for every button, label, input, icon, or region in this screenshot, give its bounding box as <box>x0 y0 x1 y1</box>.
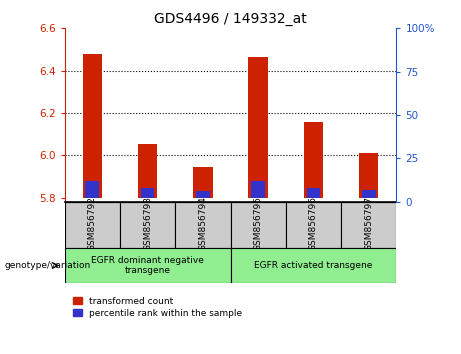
Bar <box>138 144 157 198</box>
Text: GSM856795: GSM856795 <box>254 196 263 251</box>
Bar <box>65 202 120 248</box>
Bar <box>286 202 341 248</box>
Text: GDS4496 / 149332_at: GDS4496 / 149332_at <box>154 12 307 27</box>
Bar <box>359 153 378 198</box>
Text: genotype/variation: genotype/variation <box>5 261 91 270</box>
Bar <box>251 181 265 198</box>
Bar <box>304 122 323 198</box>
Bar <box>341 202 396 248</box>
Bar <box>83 54 102 198</box>
Text: EGFR dominant negative
transgene: EGFR dominant negative transgene <box>91 256 204 275</box>
Bar <box>193 167 213 198</box>
Bar <box>65 248 230 283</box>
Bar <box>85 181 99 198</box>
Bar <box>230 248 396 283</box>
Text: GSM856792: GSM856792 <box>88 196 97 251</box>
Text: GSM856796: GSM856796 <box>309 196 318 251</box>
Bar <box>362 190 376 198</box>
Bar <box>141 188 154 198</box>
Text: GSM856793: GSM856793 <box>143 196 152 251</box>
Bar <box>120 202 175 248</box>
Text: GSM856794: GSM856794 <box>198 196 207 251</box>
Text: EGFR activated transgene: EGFR activated transgene <box>254 261 372 270</box>
Bar <box>196 192 210 198</box>
Bar <box>230 202 286 248</box>
Bar <box>307 188 320 198</box>
Legend: transformed count, percentile rank within the sample: transformed count, percentile rank withi… <box>69 293 246 321</box>
Bar <box>248 57 268 198</box>
Text: GSM856797: GSM856797 <box>364 196 373 251</box>
Bar <box>175 202 230 248</box>
